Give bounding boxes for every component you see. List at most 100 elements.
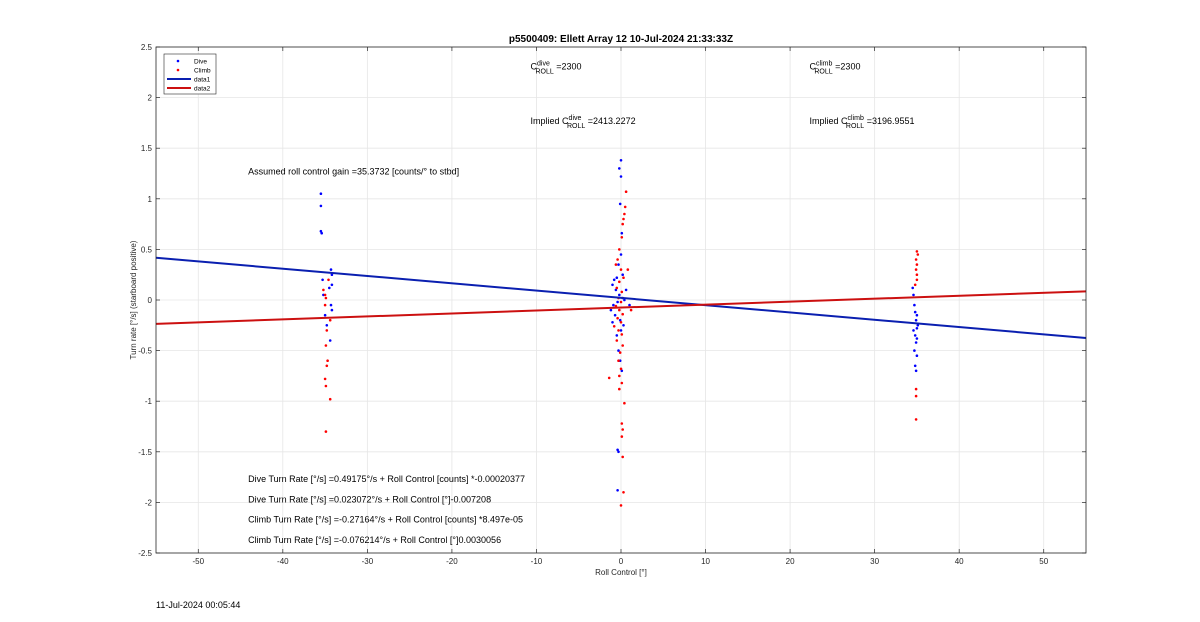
data-point-dive bbox=[613, 313, 617, 317]
y-tick-label: 1 bbox=[148, 195, 153, 204]
fit-line-data1 bbox=[155, 256, 1087, 339]
x-tick-label: -20 bbox=[446, 557, 458, 566]
data-point-dive bbox=[330, 283, 334, 287]
data-point-climb bbox=[626, 268, 630, 271]
data-point-climb bbox=[325, 329, 329, 332]
data-point-dive bbox=[319, 229, 323, 233]
legend-marker-climb bbox=[176, 68, 180, 72]
data-point-climb bbox=[323, 303, 327, 307]
x-tick-label: 10 bbox=[701, 557, 710, 566]
data-point-dive bbox=[611, 283, 614, 287]
data-point-dive bbox=[616, 489, 619, 492]
data-point-dive bbox=[611, 321, 614, 324]
y-tick-label: -1 bbox=[145, 397, 153, 406]
data-point-dive bbox=[618, 202, 622, 206]
y-tick-label: 2.5 bbox=[141, 43, 153, 52]
x-tick-label: -10 bbox=[531, 557, 543, 566]
data-point-climb bbox=[324, 344, 328, 347]
data-point-dive bbox=[622, 324, 625, 327]
data-point-climb bbox=[619, 300, 623, 304]
data-point-dive bbox=[329, 303, 333, 307]
y-tick-label: 0.5 bbox=[141, 245, 153, 254]
data-point-dive bbox=[618, 293, 621, 297]
x-tick-label: 30 bbox=[870, 557, 879, 566]
data-point-dive bbox=[913, 364, 917, 368]
data-point-dive bbox=[609, 308, 613, 312]
annotation-gain: Assumed roll control gain =35.3732 [coun… bbox=[248, 167, 459, 177]
data-point-dive bbox=[915, 354, 919, 358]
data-point-climb bbox=[622, 491, 625, 494]
data-point-dive bbox=[612, 278, 616, 282]
data-point-climb bbox=[612, 325, 616, 328]
data-point-climb bbox=[618, 374, 621, 378]
data-point-climb bbox=[620, 236, 624, 239]
data-point-dive bbox=[320, 231, 324, 235]
data-point-dive bbox=[323, 313, 327, 317]
data-point-dive bbox=[915, 327, 919, 330]
data-point-climb bbox=[629, 308, 633, 312]
data-point-dive bbox=[914, 318, 918, 322]
legend: Dive Climb data1 data2 bbox=[163, 53, 217, 95]
data-point-dive bbox=[618, 167, 621, 170]
data-point-dive bbox=[623, 298, 626, 302]
data-point-climb bbox=[616, 258, 619, 261]
data-point-dive bbox=[620, 231, 624, 235]
y-tick-label: -2 bbox=[145, 498, 153, 507]
data-point-climb bbox=[622, 276, 625, 280]
x-tick-label: 40 bbox=[955, 557, 964, 566]
data-point-climb bbox=[621, 428, 624, 431]
data-point-dive bbox=[617, 349, 620, 352]
data-point-dive bbox=[621, 273, 624, 277]
data-point-dive bbox=[319, 204, 323, 208]
data-point-dive bbox=[619, 175, 623, 178]
x-tick-label: -40 bbox=[277, 557, 289, 566]
data-point-dive bbox=[617, 450, 620, 454]
data-point-dive bbox=[612, 303, 615, 307]
y-tick-label: 1.5 bbox=[141, 144, 153, 153]
data-point-climb bbox=[621, 455, 624, 459]
data-point-climb bbox=[323, 293, 327, 297]
data-point-dive bbox=[321, 278, 324, 282]
annotation-c-dive: Cdive ROLL =2300 bbox=[531, 60, 582, 75]
data-point-dive bbox=[914, 341, 918, 344]
y-tick-label: -2.5 bbox=[138, 549, 152, 558]
data-point-climb bbox=[607, 376, 611, 380]
data-point-dive bbox=[916, 324, 920, 327]
data-point-dive bbox=[915, 313, 919, 317]
annotation-implied-dive: Implied Cdive ROLL =2413.2272 bbox=[531, 115, 636, 130]
x-tick-label: 50 bbox=[1039, 557, 1048, 566]
data-point-climb bbox=[328, 397, 332, 401]
data-point-dive bbox=[913, 334, 917, 337]
data-point-dive bbox=[620, 369, 624, 373]
data-point-dive bbox=[329, 268, 333, 271]
legend-label-data2: data2 bbox=[194, 85, 211, 92]
data-point-climb bbox=[619, 321, 623, 324]
y-tick-label: 2 bbox=[148, 94, 153, 103]
data-point-climb bbox=[618, 387, 621, 391]
data-point-climb bbox=[621, 222, 624, 226]
data-point-climb bbox=[619, 504, 623, 507]
y-axis-label: Turn rate [°/s] (starboard positive) bbox=[129, 240, 138, 359]
data-point-climb bbox=[915, 250, 919, 253]
data-point-climb bbox=[623, 401, 626, 405]
data-point-climb bbox=[915, 263, 919, 266]
data-point-climb bbox=[328, 318, 332, 322]
data-point-climb bbox=[617, 329, 620, 332]
data-point-climb bbox=[913, 283, 917, 287]
data-point-climb bbox=[324, 296, 328, 300]
data-point-climb bbox=[620, 333, 624, 336]
data-point-dive bbox=[614, 288, 618, 292]
data-point-dive bbox=[328, 286, 331, 290]
data-point-dive bbox=[328, 339, 332, 342]
data-point-dive bbox=[325, 324, 329, 327]
data-point-dive bbox=[330, 273, 334, 277]
data-point-dive bbox=[912, 293, 915, 297]
x-tick-label: 20 bbox=[786, 557, 795, 566]
annotation-eq2: Dive Turn Rate [°/s] =0.023072°/s + Roll… bbox=[248, 494, 491, 504]
data-point-climb bbox=[620, 435, 624, 438]
y-tick-label: -0.5 bbox=[138, 347, 152, 356]
data-point-climb bbox=[621, 344, 624, 347]
data-point-climb bbox=[619, 268, 623, 271]
data-point-climb bbox=[327, 278, 330, 282]
